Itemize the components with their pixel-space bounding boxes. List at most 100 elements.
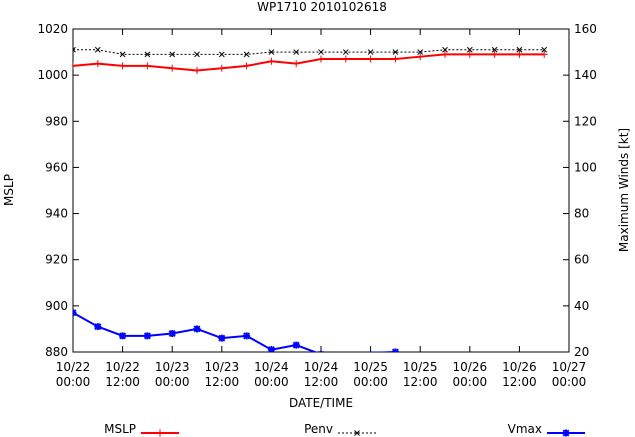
y-right-tick-label: 120 (574, 114, 597, 128)
data-point-penv (268, 49, 275, 55)
series-penv (73, 46, 548, 58)
legend-label-mslp: MSLP (104, 422, 136, 436)
legend-label-vmax: Vmax (508, 422, 542, 436)
data-point-mslp (491, 50, 499, 58)
x-tick-label-date: 10/25 (353, 360, 388, 374)
data-point-penv (169, 51, 176, 58)
y-right-tick-label: 60 (574, 253, 589, 267)
data-point-mslp (267, 57, 275, 65)
x-tick-label-time: 12:00 (502, 375, 537, 389)
y-axis-right: 20 40 60 80 100 120 140 160 (563, 22, 597, 359)
y-right-tick-label: 100 (574, 160, 597, 174)
data-point-mslp (168, 64, 176, 72)
data-point-vmax (317, 350, 325, 352)
data-point-penv (342, 49, 349, 55)
x-tick-label-time: 00:00 (453, 375, 488, 389)
y-left-tick-label: 1020 (37, 22, 68, 36)
x-tick-label-time: 12:00 (403, 375, 438, 389)
data-point-mslp (391, 55, 399, 63)
x-tick-label-date: 10/24 (304, 360, 339, 374)
legend-sample-penv (338, 430, 376, 436)
x-tick-label-date: 10/23 (155, 360, 190, 374)
x-axis-label: DATE/TIME (289, 396, 353, 410)
y-axis-left-label: MSLP (2, 174, 16, 206)
legend-sample-vmax (547, 429, 585, 437)
x-tick-label-date: 10/22 (105, 360, 140, 374)
data-point-mslp (317, 55, 325, 63)
data-point-mslp (540, 50, 548, 58)
data-point-mslp (218, 64, 226, 72)
data-point-penv (293, 49, 300, 55)
data-point-vmax (267, 346, 275, 352)
x-tick-label-time: 00:00 (552, 375, 587, 389)
y-left-tick-label: 1000 (37, 68, 68, 82)
x-tick-label-time: 00:00 (353, 375, 388, 389)
data-point-mslp (94, 60, 102, 68)
series-line-vmax (73, 311, 396, 352)
data-point-penv (367, 49, 374, 55)
x-axis: 10/2200:0010/2212:0010/2300:0010/2312:00… (56, 29, 587, 389)
data-point-vmax (73, 309, 77, 317)
data-point-penv (442, 46, 448, 53)
data-point-vmax (168, 330, 176, 338)
data-point-vmax (243, 332, 251, 340)
y-right-tick-label: 80 (574, 207, 589, 221)
y-left-tick-label: 880 (45, 345, 68, 359)
data-point-mslp (441, 50, 449, 58)
data-point-penv (491, 46, 498, 53)
data-point-vmax (218, 334, 226, 342)
series-line-mslp (73, 53, 545, 72)
data-point-penv (417, 49, 424, 55)
data-point-penv (194, 51, 200, 58)
data-point-vmax (193, 325, 201, 333)
legend-item-penv: Penv (304, 422, 333, 436)
data-point-mslp (466, 50, 474, 58)
data-point-penv (94, 46, 101, 53)
x-tick-label-time: 00:00 (56, 375, 91, 389)
y-axis-left: 880 900 920 940 960 980 1000 1020 (37, 22, 79, 359)
y-right-tick-label: 40 (574, 299, 589, 313)
data-point-penv (318, 49, 324, 55)
series-mslp (73, 50, 548, 75)
data-point-mslp (143, 62, 151, 70)
data-point-mslp (416, 53, 424, 61)
legend-item-vmax: Vmax (508, 422, 542, 436)
y-right-tick-label: 140 (574, 68, 597, 82)
x-tick-label-time: 12:00 (205, 375, 240, 389)
x-tick-label-date: 10/25 (403, 360, 438, 374)
y-left-tick-label: 980 (45, 114, 68, 128)
legend-sample-mslp (141, 429, 179, 437)
data-point-penv (392, 49, 399, 55)
y-right-tick-label: 20 (574, 345, 589, 359)
data-point-mslp (367, 55, 375, 63)
data-point-mslp (193, 67, 201, 75)
data-point-vmax (94, 323, 102, 331)
data-point-vmax (391, 348, 399, 352)
data-point-mslp (73, 62, 77, 70)
data-point-mslp (515, 50, 523, 58)
data-point-vmax (119, 332, 127, 340)
legend-marker-vmax (562, 429, 570, 437)
x-tick-label-date: 10/26 (453, 360, 488, 374)
data-point-mslp (243, 62, 251, 70)
data-point-penv (516, 46, 523, 53)
x-tick-label-time: 12:00 (105, 375, 140, 389)
data-point-penv (541, 46, 548, 53)
y-left-tick-label: 920 (45, 253, 68, 267)
data-point-penv (466, 46, 473, 53)
y-left-tick-label: 900 (45, 299, 68, 313)
plot-frame (72, 28, 570, 353)
legend-item-mslp: MSLP (104, 422, 136, 436)
data-point-penv (243, 51, 250, 58)
x-tick-label-date: 10/23 (205, 360, 240, 374)
data-point-mslp (292, 60, 300, 68)
data-point-penv (218, 51, 225, 58)
data-point-mslp (119, 62, 127, 70)
x-tick-label-time: 00:00 (254, 375, 289, 389)
x-tick-label-time: 12:00 (304, 375, 339, 389)
series-vmax (73, 309, 399, 352)
data-point-penv (73, 46, 76, 53)
series-layer (73, 46, 548, 352)
legend-marker-penv (354, 430, 360, 436)
